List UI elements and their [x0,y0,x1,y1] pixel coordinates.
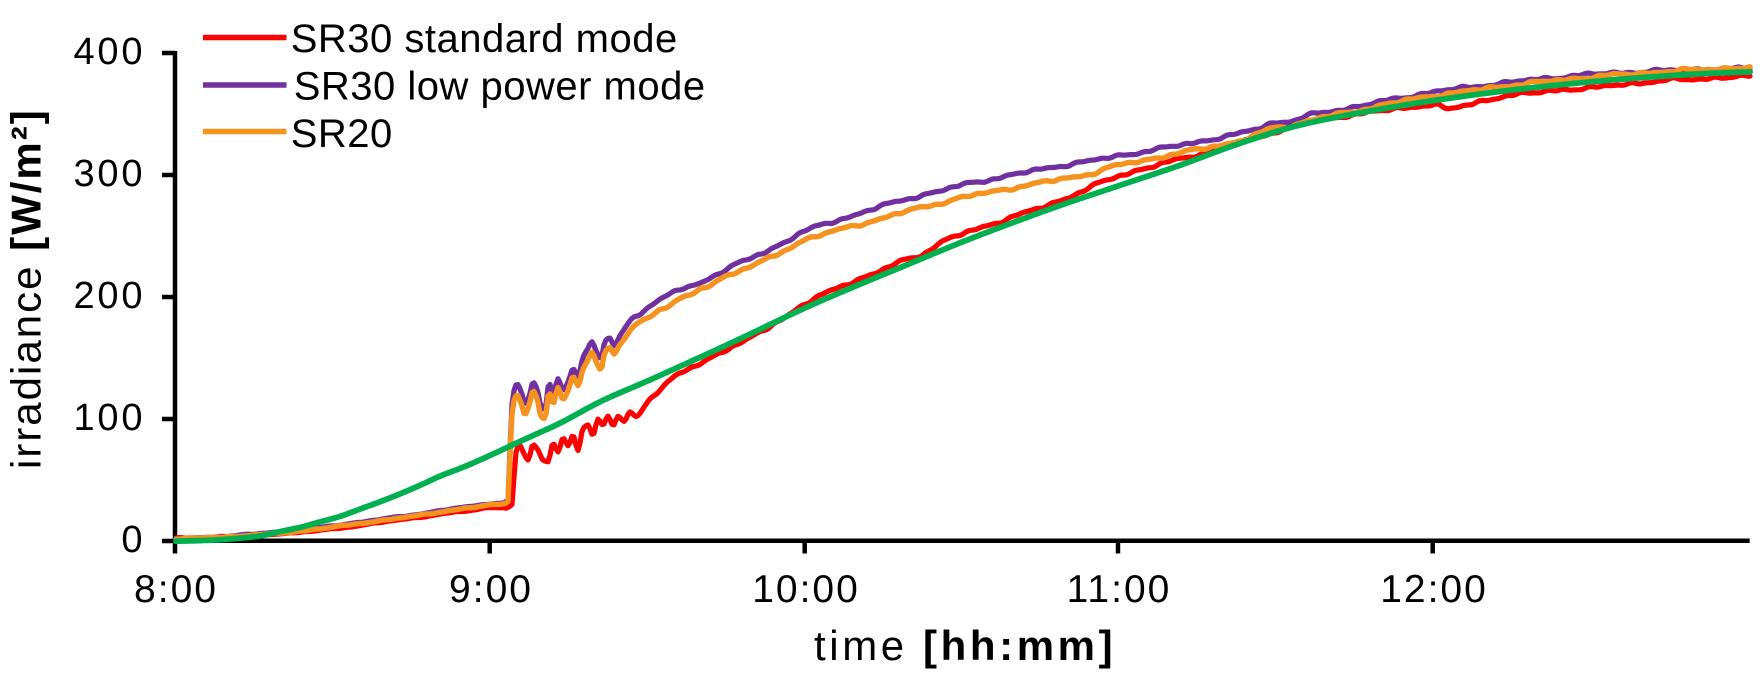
svg-text:100: 100 [73,397,145,439]
svg-text:300: 300 [73,153,145,195]
svg-text:SR20: SR20 [291,112,393,156]
svg-text:time [hh:mm]: time [hh:mm] [814,622,1116,669]
svg-text:SR30 low power mode: SR30 low power mode [294,65,706,109]
svg-text:SR30 standard mode: SR30 standard mode [291,17,678,61]
svg-text:9:00: 9:00 [449,568,533,611]
svg-text:0: 0 [121,519,145,561]
svg-text:11:00: 11:00 [1067,568,1172,611]
svg-text:irradiance [W/m²]: irradiance [W/m²] [3,108,50,469]
svg-text:10:00: 10:00 [752,568,860,611]
svg-text:200: 200 [73,275,145,317]
svg-text:8:00: 8:00 [134,568,218,611]
svg-text:400: 400 [73,31,145,73]
svg-text:12:00: 12:00 [1380,568,1488,611]
